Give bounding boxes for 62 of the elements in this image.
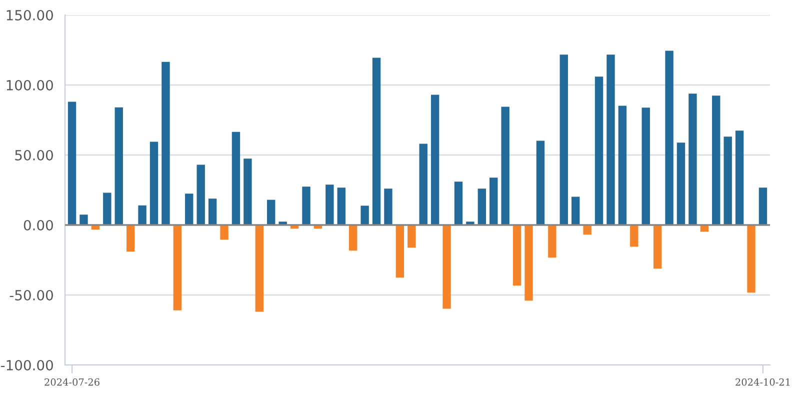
bar bbox=[735, 130, 744, 225]
x-tick-label: 2024-10-21 bbox=[736, 378, 790, 386]
bar bbox=[138, 205, 146, 225]
y-tick-label: 100.00 bbox=[6, 80, 53, 90]
bar bbox=[384, 188, 392, 225]
bar bbox=[408, 225, 416, 248]
bar bbox=[337, 188, 346, 225]
bar bbox=[114, 107, 123, 225]
bar bbox=[244, 158, 252, 225]
bar bbox=[606, 54, 615, 225]
bar bbox=[688, 94, 697, 225]
bar bbox=[594, 76, 604, 225]
bar bbox=[430, 94, 440, 225]
bar bbox=[490, 178, 498, 225]
bar bbox=[747, 225, 756, 293]
bar bbox=[68, 102, 76, 225]
bar bbox=[302, 186, 310, 225]
bar bbox=[583, 225, 592, 235]
bar bbox=[454, 182, 463, 225]
bar bbox=[548, 225, 556, 258]
y-tick-label: -50.00 bbox=[10, 290, 53, 300]
bar bbox=[372, 58, 381, 225]
bar bbox=[642, 108, 650, 225]
bar bbox=[232, 132, 240, 225]
bar bbox=[150, 142, 158, 225]
bar bbox=[560, 54, 568, 225]
bar bbox=[512, 225, 522, 286]
bar bbox=[419, 144, 428, 225]
bar bbox=[653, 225, 662, 269]
bar bbox=[442, 225, 451, 309]
bar bbox=[360, 206, 369, 225]
bar bbox=[618, 106, 627, 225]
bar bbox=[665, 50, 674, 225]
bar bbox=[712, 96, 720, 225]
bar bbox=[724, 136, 732, 225]
y-tick-label: 0.00 bbox=[24, 220, 53, 230]
y-tick-label: 50.00 bbox=[15, 150, 53, 160]
bar bbox=[536, 140, 545, 225]
bar bbox=[478, 188, 486, 225]
bar bbox=[326, 184, 334, 225]
bar bbox=[162, 62, 170, 225]
bar bbox=[267, 200, 276, 225]
bar bbox=[501, 106, 510, 225]
bar bbox=[348, 225, 358, 251]
bar bbox=[220, 225, 228, 240]
bar bbox=[185, 194, 194, 225]
bar bbox=[758, 188, 768, 225]
bar bbox=[80, 214, 88, 225]
bar bbox=[208, 198, 217, 225]
bar bbox=[630, 225, 638, 247]
bar bbox=[173, 225, 182, 310]
bar bbox=[572, 196, 580, 225]
bar bbox=[396, 225, 404, 278]
bar bbox=[126, 225, 135, 252]
x-tick-label: 2024-07-26 bbox=[44, 378, 100, 386]
y-tick-label: 150.00 bbox=[6, 10, 53, 20]
bar bbox=[103, 192, 112, 225]
bar bbox=[196, 164, 205, 225]
y-tick-label: -100.00 bbox=[0, 360, 53, 370]
bar bbox=[676, 142, 686, 225]
bar bbox=[524, 225, 533, 301]
bar bbox=[255, 225, 264, 312]
